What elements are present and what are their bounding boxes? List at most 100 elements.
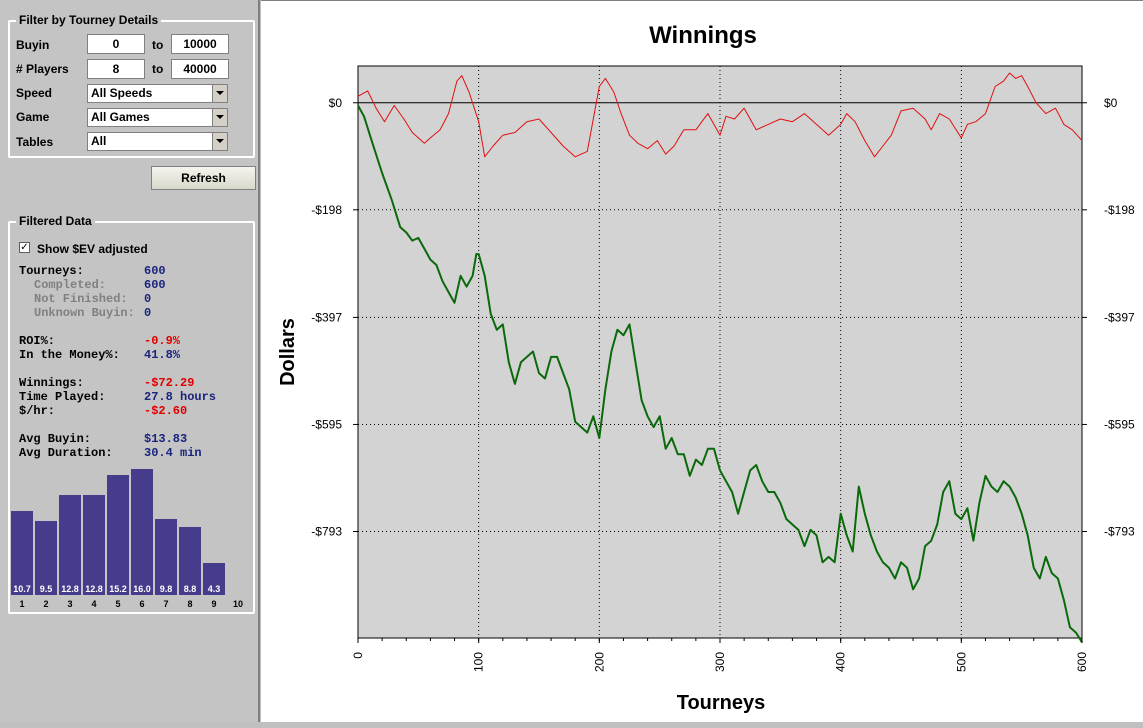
buyin-histogram: 10.7 1 9.5 2 12.8 3 12.8 4 15.2 5 16.0 6 9.8 7 8.8 8 4.3… [10,462,250,612]
tourneys-label: Tourneys: [19,264,84,278]
histogram-bar-value: 4.3 [207,584,221,594]
avg-buyin-label: Avg Buyin: [19,432,92,446]
filtered-data-title: Filtered Data [16,214,95,228]
y-tick-label-right: $0 [1104,96,1118,110]
x-axis-label: Tourneys [677,692,766,714]
histogram-bin-label: 9 [211,599,217,609]
not-finished-value: 0 [144,292,152,306]
buyin-label: Buyin [16,38,50,52]
x-tick-label: 200 [592,652,606,672]
players-label: # Players [16,62,69,76]
histogram-bin-label: 3 [67,599,73,609]
time-played-label: Time Played: [19,390,106,404]
histogram-bin-label: 6 [139,599,145,609]
chevron-down-icon[interactable] [212,133,227,150]
histogram-bin-label: 7 [163,599,169,609]
histogram-bar [10,510,34,596]
histogram-bar [34,520,58,596]
histogram-bin-label: 2 [43,599,49,609]
chevron-down-icon[interactable] [212,109,227,126]
show-ev-checkbox[interactable]: ✓ [19,242,30,253]
histogram-bar [130,468,154,596]
y-tick-label-left: -$595 [311,417,342,431]
plot-area [357,65,1083,639]
itm-label: In the Money%: [19,348,120,362]
completed-value: 600 [144,278,166,292]
speed-label: Speed [16,86,53,100]
x-tick-label: 600 [1075,652,1089,672]
histogram-bar [154,517,178,596]
histogram-bar-value: 12.8 [61,584,79,594]
time-played-value: 27.8 hours [144,390,217,404]
itm-value: 41.8% [144,348,181,362]
x-tick-label: 500 [954,652,968,672]
x-tick-label: 100 [472,652,486,672]
players-to-input[interactable] [171,59,229,79]
tables-label: Tables [16,135,54,149]
y-tick-label-right: -$793 [1104,524,1135,538]
buyin-to-input[interactable] [171,34,229,54]
histogram-bin-label: 10 [232,599,243,609]
histogram-bin-label: 1 [19,599,25,609]
per-hour-value: -$2.60 [144,404,188,418]
histogram-bar-value: 15.2 [109,584,127,594]
avg-duration-label: Avg Duration: [19,446,113,460]
avg-buyin-value: $13.83 [144,432,188,446]
x-tick-label: 0 [351,652,365,659]
chevron-down-icon[interactable] [212,85,227,102]
players-to-label: to [152,62,164,76]
completed-label: Completed: [34,278,107,292]
players-from-input[interactable] [87,59,145,79]
sidebar: Filter by Tourney Details Buyin to # Pla… [0,0,260,722]
y-tick-label-right: -$595 [1104,417,1135,431]
refresh-button[interactable]: Refresh [151,166,256,190]
histogram-bar-value: 16.0 [133,584,151,594]
show-ev-label: Show $EV adjusted [37,242,148,256]
histogram-bar [178,525,202,596]
histogram-bin-label: 8 [187,599,193,609]
tables-select-value: All [91,134,107,148]
y-tick-label-left: $0 [329,96,343,110]
histogram-bin-label: 4 [91,599,97,609]
avg-duration-value: 30.4 min [144,446,202,460]
filter-group: Filter by Tourney Details [8,13,255,158]
tables-select[interactable]: All [87,132,228,151]
histogram-bar-value: 9.5 [39,584,53,594]
filter-group-title: Filter by Tourney Details [16,13,162,27]
histogram-bar-value: 9.8 [159,584,173,594]
x-tick-label: 400 [834,652,848,672]
tourneys-value: 600 [144,264,166,278]
histogram-bar-value: 10.7 [13,584,31,594]
not-finished-label: Not Finished: [34,292,128,306]
roi-label: ROI%: [19,334,56,348]
winnings-line [357,105,1083,643]
chart-title: Winnings [649,22,757,49]
game-select-value: All Games [91,110,150,124]
speed-select-value: All Speeds [91,86,153,100]
winnings-label: Winnings: [19,376,84,390]
x-tick-label: 300 [713,652,727,672]
unknown-buyin-value: 0 [144,306,152,320]
histogram-bar [106,474,130,596]
y-tick-label-right: -$198 [1104,203,1135,217]
per-hour-label: $/hr: [19,404,56,418]
y-tick-label-left: -$793 [311,524,342,538]
unknown-buyin-label: Unknown Buyin: [34,306,135,320]
buyin-from-input[interactable] [87,34,145,54]
chart-panel: Winnings Dollars Tourneys 0 100 200 300 400 5… [261,0,1143,722]
y-axis-label: Dollars [277,318,299,386]
roi-value: -0.9% [144,334,181,348]
histogram-bar [58,493,82,596]
winnings-chart: Winnings Dollars Tourneys 0 100 200 300 400 5… [277,22,1135,714]
game-label: Game [16,110,50,124]
filtered-data-group: Filtered Data [8,214,255,614]
y-tick-label-left: -$397 [311,310,342,324]
y-tick-label-left: -$198 [311,203,342,217]
histogram-bar-value: 12.8 [85,584,103,594]
buyin-to-label: to [152,38,164,52]
ev-winnings-line [357,72,1083,158]
speed-select[interactable]: All Speeds [87,84,228,103]
histogram-bar-value: 8.8 [183,584,197,594]
histogram-bar [82,493,106,596]
game-select[interactable]: All Games [87,108,228,127]
